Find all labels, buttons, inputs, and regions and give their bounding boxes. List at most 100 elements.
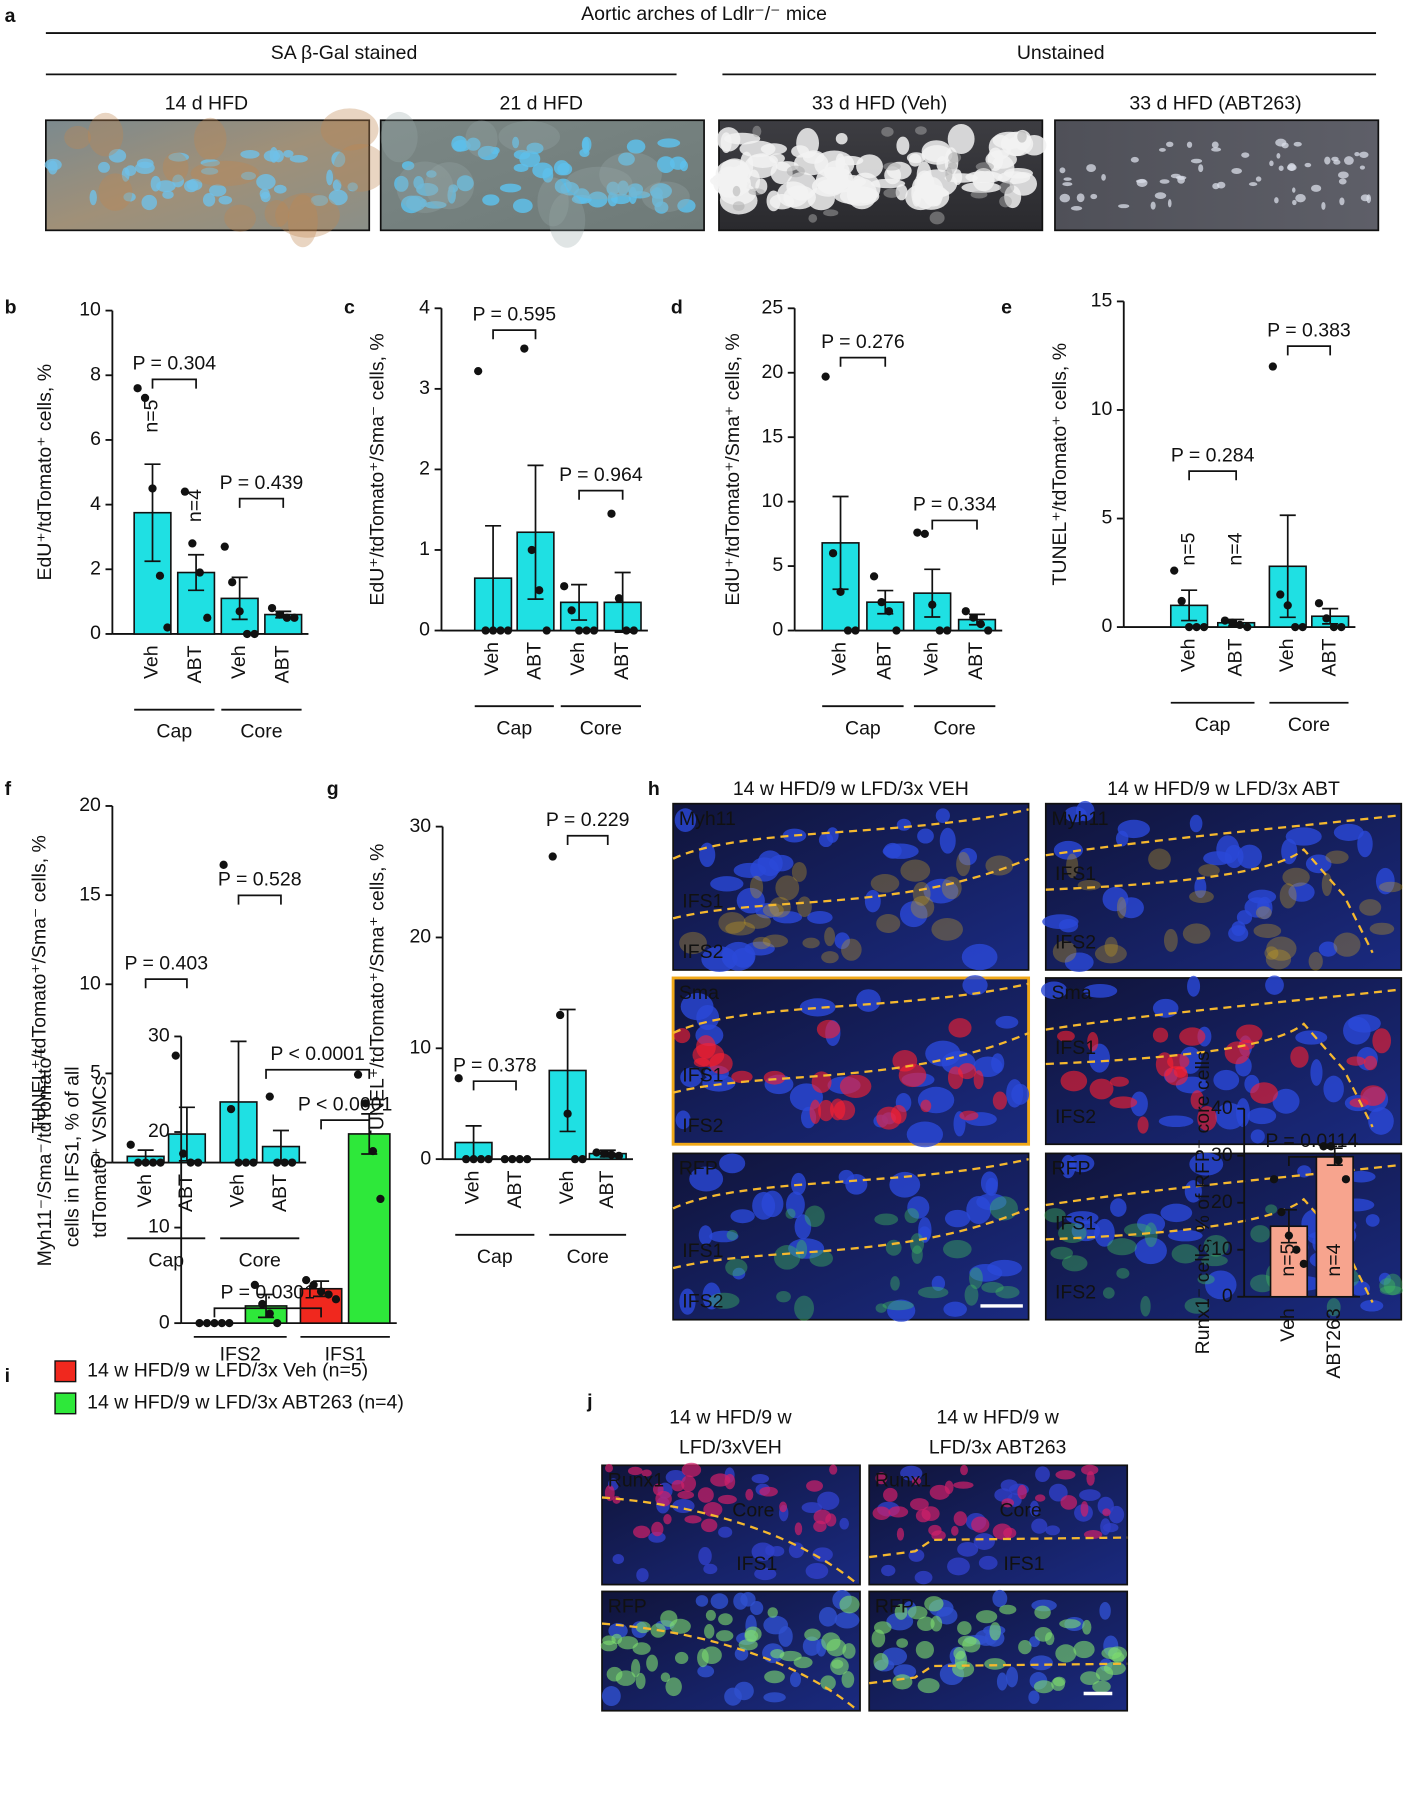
- y-tick-label: 20: [409, 926, 431, 948]
- image-feature: [256, 174, 276, 190]
- image-feature: [973, 1533, 995, 1550]
- data-point: [884, 607, 894, 616]
- image-feature: [1189, 1152, 1224, 1176]
- image-feature: [804, 1628, 821, 1641]
- y-tick-label: 40: [1211, 1097, 1233, 1119]
- image-feature: [957, 1541, 979, 1557]
- image-feature: [44, 158, 62, 171]
- image-feature: [813, 1520, 827, 1532]
- image-feature: [526, 142, 544, 155]
- image-feature: [870, 873, 900, 893]
- layer-label: IFS1: [682, 890, 723, 912]
- data-point: [258, 1299, 267, 1309]
- data-point: [361, 1099, 370, 1108]
- image-feature: [631, 1659, 641, 1678]
- image-feature: [1187, 975, 1201, 997]
- image-feature: [890, 1105, 907, 1124]
- image-feature: [240, 149, 260, 159]
- image-feature: [600, 1640, 618, 1652]
- group-label: Core: [239, 1249, 281, 1271]
- image-feature: [745, 1488, 754, 1501]
- image-feature: [856, 989, 881, 1012]
- image-feature: [896, 818, 912, 831]
- y-axis-label: EdU⁺/tdTomato⁺/Sma⁻ cells, %: [367, 333, 389, 605]
- image-feature: [1237, 844, 1262, 869]
- significance-bracket: [151, 378, 197, 389]
- image-feature: [184, 179, 199, 193]
- image-feature: [752, 1191, 776, 1220]
- significance-bracket: [1188, 470, 1238, 481]
- image-feature: [553, 160, 570, 176]
- image-feature: [512, 136, 520, 149]
- image-feature: [710, 876, 744, 892]
- image-feature: [611, 193, 631, 205]
- panel-letter: g: [327, 778, 339, 800]
- image-feature: [512, 198, 533, 213]
- channel-label: Runx1: [608, 1470, 664, 1492]
- data-point: [1319, 1142, 1328, 1151]
- image-feature: [969, 1267, 983, 1290]
- data-point: [1292, 1245, 1301, 1254]
- boundary-line: [1045, 1022, 1374, 1128]
- image-feature: [283, 149, 294, 158]
- data-point: [969, 613, 978, 622]
- image-feature: [763, 1615, 789, 1635]
- image-feature: [908, 153, 922, 167]
- image-feature: [873, 1653, 889, 1671]
- data-point: [228, 578, 237, 587]
- image-feature: [813, 1509, 832, 1525]
- image-feature: [141, 194, 158, 211]
- image-feature: [587, 191, 608, 208]
- y-axis-label: tdTomato⁺ VSMCs: [89, 1076, 111, 1238]
- image-feature: [907, 1605, 928, 1620]
- image-feature: [789, 1671, 801, 1688]
- micrograph: [44, 108, 388, 248]
- data-point: [225, 1319, 234, 1328]
- image-feature: [710, 1473, 731, 1487]
- image-feature: [948, 152, 962, 163]
- image-feature: [1349, 1098, 1369, 1108]
- image-feature: [731, 1070, 753, 1084]
- image-feature: [1247, 889, 1277, 904]
- image-feature: [1089, 1078, 1114, 1100]
- image-feature: [1241, 152, 1250, 158]
- image-feature: [1102, 1508, 1111, 1517]
- image-feature: [835, 133, 848, 145]
- image-feature: [763, 1692, 786, 1703]
- image-feature: [1130, 1091, 1148, 1117]
- data-point: [234, 1158, 243, 1167]
- image-feature: [426, 170, 437, 178]
- image-feature: [1250, 1129, 1265, 1144]
- image-feature: [1269, 160, 1274, 167]
- image-feature: [960, 1464, 968, 1476]
- panel-letter: i: [5, 1365, 10, 1387]
- y-tick-label: 30: [409, 815, 431, 837]
- image-feature: [224, 204, 256, 232]
- image-feature: [1001, 1498, 1014, 1508]
- image-feature: [799, 998, 836, 1017]
- panel-letter: c: [344, 296, 355, 318]
- image-feature: [275, 192, 340, 238]
- layer-label: IFS1: [1055, 1037, 1096, 1059]
- image-feature: [1359, 151, 1369, 158]
- image-feature: [1343, 1016, 1371, 1045]
- image-feature: [943, 1239, 972, 1259]
- layer-label: IFS2: [1055, 1106, 1096, 1128]
- data-point: [592, 1148, 601, 1157]
- image-feature: [1321, 872, 1333, 897]
- image-feature: [1250, 1082, 1279, 1104]
- image-feature: [1130, 156, 1139, 163]
- image-feature: [777, 181, 809, 208]
- annotation: P = 0.304: [132, 353, 216, 375]
- image-feature: [871, 1629, 886, 1648]
- image-feature: [925, 1040, 961, 1067]
- image-feature: [794, 1214, 812, 1240]
- image-feature: [833, 1100, 856, 1121]
- image-feature: [818, 832, 834, 848]
- image-feature: [681, 1462, 702, 1478]
- image-feature: [864, 889, 881, 913]
- image-feature: [944, 1209, 971, 1228]
- image-feature: [715, 1630, 734, 1642]
- image-feature: [1135, 179, 1147, 183]
- image-feature: [1066, 853, 1079, 879]
